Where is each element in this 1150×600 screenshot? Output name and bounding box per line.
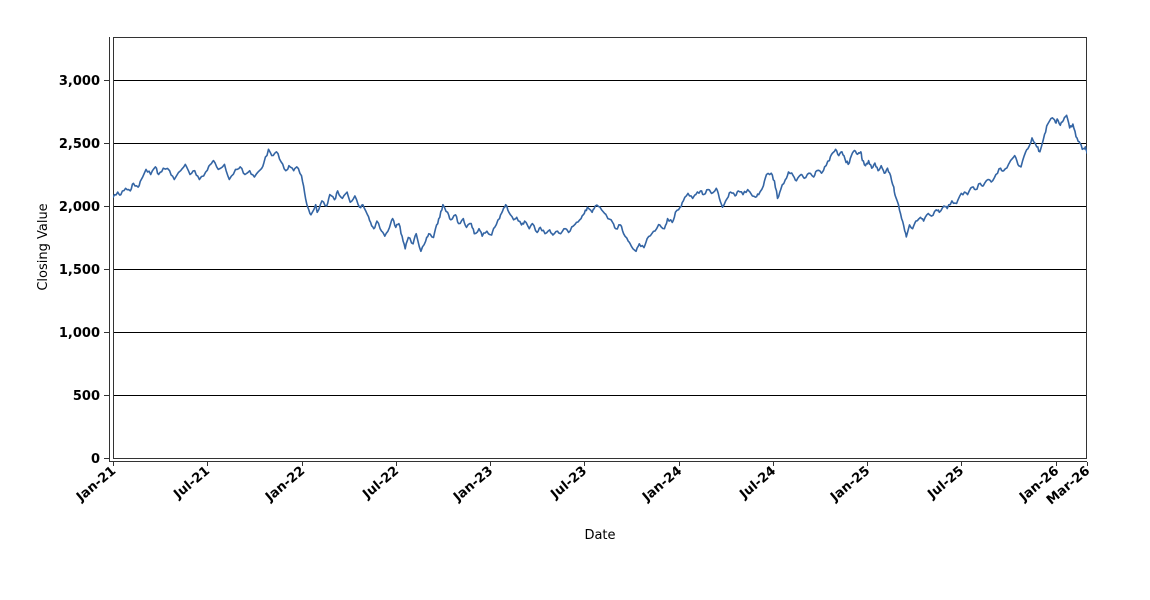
y-tick-label: 1,500 [59, 263, 100, 278]
x-axis-ticks: Jan-21 Jul-21 Jan-22 Jul-22 Jan-23 Jul-23 Jan-… [73, 462, 1093, 508]
x-tick-label: Jan-23 [450, 464, 496, 506]
y-tick-label: 2,500 [59, 137, 100, 152]
x-tick-label: Jul-23 [547, 464, 590, 503]
gridlines [113, 80, 1087, 459]
series-group [113, 114, 1087, 253]
y-axis-ticks: 0 500 1,000 1,500 2,000 2,500 3,000 [59, 74, 109, 467]
x-tick-label: Jul-24 [736, 464, 779, 503]
y-axis-title: Closing Value [36, 203, 51, 290]
y-tick-label: 1,000 [59, 326, 100, 341]
x-tick-label: Jan-24 [639, 464, 685, 506]
x-tick-label: Jan-21 [73, 464, 119, 506]
x-axis-title: Date [584, 528, 615, 543]
y-tick-label: 3,000 [59, 74, 100, 89]
y-tick-label: 2,000 [59, 200, 100, 215]
x-tick-label: Jan-22 [262, 464, 308, 506]
y-tick-label: 500 [73, 389, 100, 404]
x-tick-label: Jul-21 [170, 464, 213, 503]
series-line-closing-value [113, 114, 1087, 253]
x-tick-label: Jan-25 [827, 464, 873, 506]
x-tick-label: Jul-22 [359, 464, 402, 503]
x-tick-label: Jul-25 [924, 464, 967, 503]
plot-border [113, 37, 1087, 459]
y-tick-label: 0 [91, 452, 100, 467]
